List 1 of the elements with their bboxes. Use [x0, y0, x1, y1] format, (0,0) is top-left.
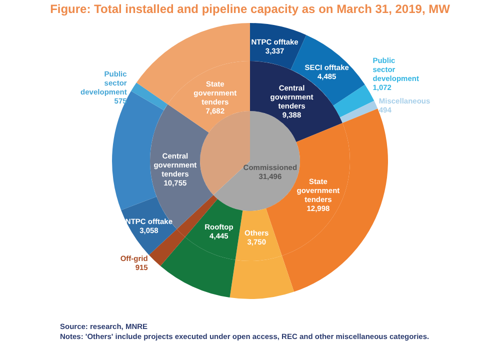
chart-title: Figure: Total installed and pipeline capacity as on March 31, 2019, MW [50, 2, 451, 16]
